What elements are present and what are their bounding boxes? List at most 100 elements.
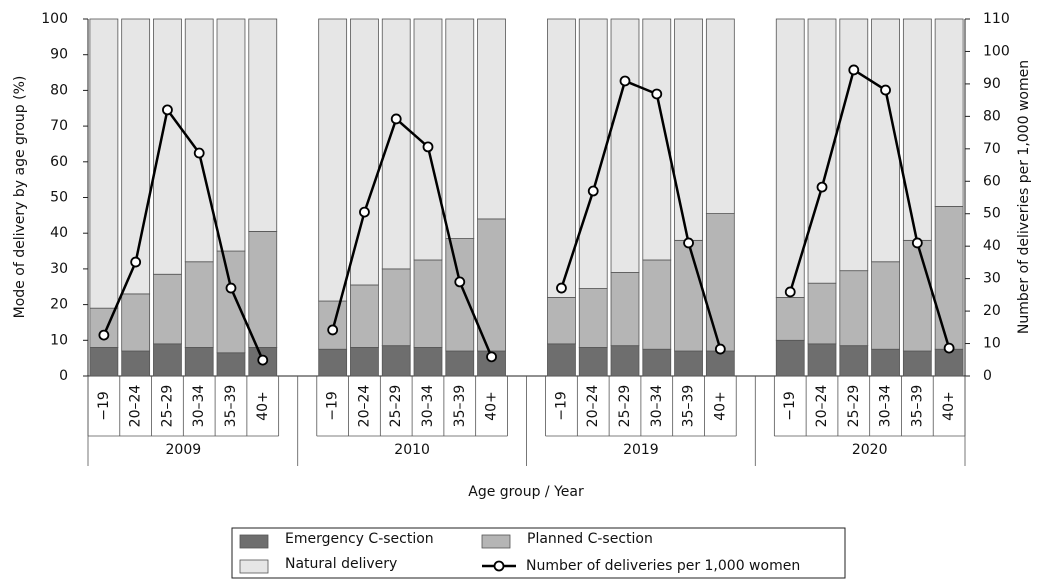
legend-box — [231, 527, 846, 579]
x-tick-label: 30–34 — [420, 385, 436, 428]
bar — [184, 347, 214, 377]
y2-tick-label: 100 — [983, 43, 1010, 59]
y2-tick-label: 40 — [983, 238, 1001, 254]
line-marker — [130, 256, 142, 268]
y-tick-label: 60 — [50, 154, 68, 170]
line-marker — [454, 276, 466, 288]
x-tick-label: −19 — [96, 391, 112, 421]
x-tick-label: 35–39 — [452, 385, 468, 428]
group-label: 2009 — [166, 442, 202, 458]
group-label: 2020 — [852, 442, 888, 458]
line-marker — [651, 88, 663, 100]
bar — [934, 18, 964, 207]
bar — [121, 293, 151, 352]
bar — [610, 345, 640, 377]
bar — [871, 261, 900, 350]
bar — [413, 347, 443, 377]
y-tick-label: 10 — [50, 332, 68, 348]
line-marker — [193, 147, 205, 159]
y-tick-label: 90 — [50, 47, 68, 63]
y-tick-label: 50 — [50, 190, 68, 206]
x-tick-label: −19 — [553, 391, 569, 421]
y-tick-label: 40 — [50, 225, 68, 241]
y2-tick-label: 20 — [983, 303, 1001, 319]
legend-marker — [493, 560, 505, 572]
bar — [248, 347, 278, 377]
bar — [445, 238, 475, 352]
bar — [477, 18, 506, 220]
bar — [674, 18, 703, 241]
line-marker — [943, 342, 955, 354]
bar — [318, 18, 348, 302]
bar — [89, 18, 119, 309]
bar — [934, 206, 964, 350]
line-marker — [714, 343, 726, 355]
x-tick-label: 40+ — [255, 391, 271, 421]
x-tick-label: 40+ — [941, 391, 957, 421]
bar — [705, 213, 735, 352]
line-marker — [257, 354, 269, 366]
legend-label: Number of deliveries per 1,000 women — [526, 558, 800, 574]
x-tick-label: 30–34 — [191, 385, 207, 428]
line — [560, 79, 722, 350]
y2-tick-label: 60 — [983, 173, 1001, 189]
y2-tick-label: 90 — [983, 76, 1001, 92]
y2-tick-label: 30 — [983, 271, 1001, 287]
bar — [216, 352, 246, 377]
bar — [184, 261, 214, 348]
bar — [775, 18, 805, 298]
bar — [775, 297, 805, 341]
legend-swatch — [239, 559, 269, 574]
x-tick-label: 40+ — [712, 391, 728, 421]
legend-label: Emergency C-section — [285, 531, 434, 547]
y2-tick-label: 50 — [983, 206, 1001, 222]
bar — [674, 239, 703, 352]
bar — [902, 239, 932, 352]
x-tick-label: 30–34 — [878, 385, 894, 428]
x-tick-label: −19 — [325, 391, 341, 421]
y-tick-label: 100 — [41, 11, 68, 27]
x-tick-label: 25–29 — [159, 385, 175, 428]
line-marker — [587, 185, 599, 197]
line-marker — [422, 141, 434, 153]
bar — [610, 18, 640, 273]
x-tick-label: 25–29 — [846, 385, 862, 428]
bar — [121, 18, 151, 295]
bar — [578, 18, 608, 289]
y2-tick-label: 0 — [983, 368, 992, 384]
bar — [547, 18, 576, 298]
bar — [807, 18, 837, 284]
line — [789, 67, 951, 349]
line-marker — [911, 237, 923, 249]
bar — [839, 270, 869, 347]
bar — [248, 18, 278, 232]
line — [331, 116, 493, 358]
bar — [674, 350, 703, 377]
bar — [89, 347, 119, 377]
bar — [934, 348, 964, 377]
bar — [477, 218, 506, 352]
bar — [216, 250, 246, 354]
y2-axis-label: Number of deliveries per 1,000 women — [1016, 60, 1032, 334]
bar — [642, 259, 672, 350]
x-tick-label: 20–24 — [814, 385, 830, 428]
bar — [248, 231, 278, 348]
x-axis-label: Age group / Year — [468, 484, 584, 500]
bar — [839, 18, 869, 272]
x-tick-label: −19 — [782, 391, 798, 421]
y2-tick-label: 10 — [983, 336, 1001, 352]
line-marker — [225, 282, 237, 294]
line-marker — [162, 104, 173, 116]
line-marker — [486, 351, 497, 363]
bar — [318, 348, 348, 377]
bar — [547, 297, 576, 345]
x-tick-label: 30–34 — [649, 385, 665, 428]
bar — [153, 18, 182, 275]
group-label: 2010 — [394, 442, 430, 458]
line-marker — [619, 75, 631, 87]
x-tick-label: 35–39 — [681, 385, 697, 428]
bar — [445, 350, 475, 377]
legend-swatch — [481, 534, 511, 549]
x-tick-label: 25–29 — [388, 385, 404, 428]
